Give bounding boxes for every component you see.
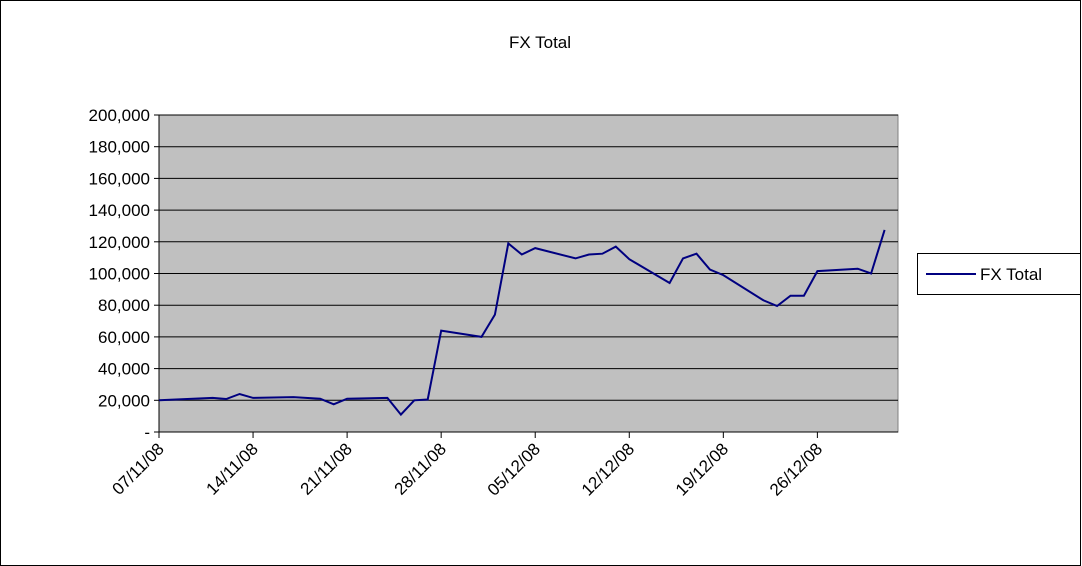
data-line [158,229,886,417]
y-tick-label: 160,000 [89,169,150,188]
y-tick-label: 140,000 [89,201,150,220]
y-tick-label: 100,000 [89,265,150,284]
y-tick-label: 120,000 [89,233,150,252]
y-tick-label: 60,000 [98,328,150,347]
y-tick-label: - [144,423,150,442]
chart-title: FX Total [509,33,571,52]
y-tick-label: 80,000 [98,296,150,315]
y-tick-label: 200,000 [89,106,150,125]
legend-label: FX Total [980,265,1042,284]
y-tick-label: 180,000 [89,138,150,157]
y-tick-label: 20,000 [98,391,150,410]
y-tick-label: 40,000 [98,360,150,379]
